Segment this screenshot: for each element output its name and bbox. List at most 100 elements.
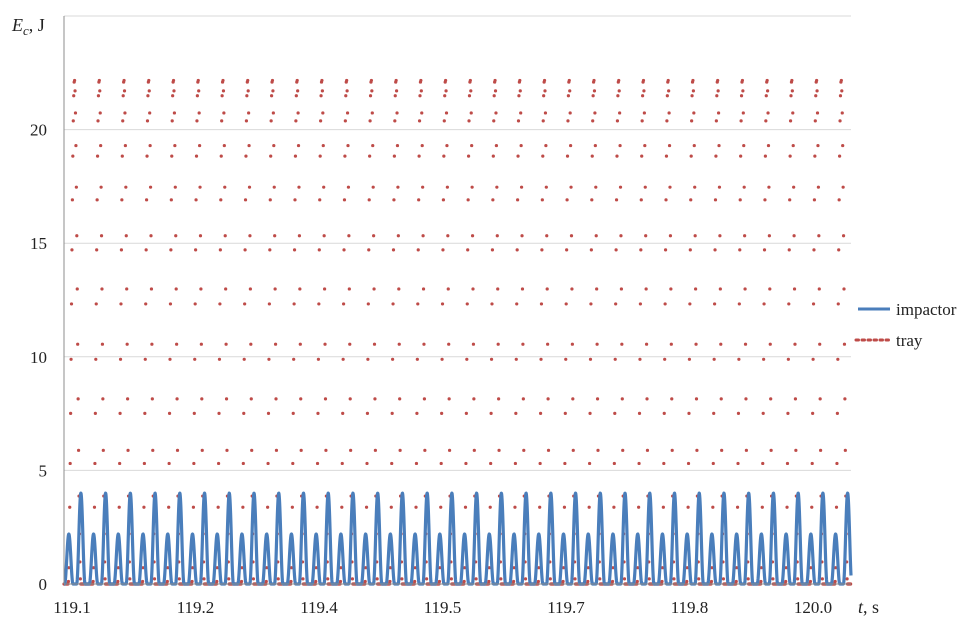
tray-point [223, 185, 227, 189]
tray-point [470, 185, 474, 189]
tray-point [635, 579, 639, 584]
tray-point [372, 287, 376, 291]
tray-point [788, 154, 792, 158]
tray-point [764, 94, 768, 98]
tray-point [339, 566, 343, 570]
tray-point [425, 577, 429, 581]
series-layer [62, 78, 853, 586]
x-tick-label: 119.7 [547, 598, 585, 617]
tray-point [202, 577, 206, 581]
tray-point [647, 577, 651, 581]
tray-point [810, 505, 814, 509]
tray-point [719, 342, 723, 346]
tray-point [320, 89, 324, 93]
tray-point [268, 248, 272, 252]
tray-point [267, 357, 271, 361]
tray-point [367, 198, 371, 202]
tray-point [738, 248, 742, 252]
tray-point [398, 448, 402, 452]
tray-point [270, 78, 275, 83]
tray-point [743, 234, 747, 238]
tray-point [440, 411, 444, 415]
tray-point [118, 461, 122, 466]
tray-point [785, 505, 789, 509]
tray-point [266, 461, 270, 466]
tray-point [421, 287, 426, 291]
tray-point [794, 448, 798, 452]
tray-point [488, 505, 492, 509]
tray-point [414, 461, 419, 466]
tray-point [276, 577, 280, 581]
tray-point [366, 357, 370, 361]
tray-point [613, 357, 617, 361]
tray-point [643, 185, 647, 189]
tray-point [466, 198, 470, 202]
tray-point [545, 234, 549, 238]
tray-point [792, 185, 796, 189]
tray-point [762, 302, 766, 306]
tray-point [174, 234, 178, 238]
tray-point [166, 566, 170, 570]
tray-point [215, 579, 219, 584]
y-tick-label: 10 [30, 348, 47, 367]
tray-point [759, 579, 763, 584]
tray-point [664, 198, 668, 202]
tray-point [173, 143, 177, 148]
tray-point [248, 287, 252, 291]
tray-point [642, 111, 646, 115]
tray-point [762, 357, 766, 361]
tray-point [518, 78, 522, 83]
tray-point [474, 577, 478, 581]
series-impactor [62, 491, 853, 586]
tray-point [317, 248, 321, 252]
tray-point [660, 579, 664, 584]
tray-point [244, 154, 248, 158]
tray-point [469, 89, 473, 93]
tray-point [225, 448, 229, 452]
tray-point [641, 78, 646, 83]
tray-point [571, 448, 575, 452]
tray-point [243, 302, 247, 306]
tray-point [611, 566, 615, 570]
tray-point [148, 185, 153, 189]
tray-point [596, 448, 600, 452]
tray-point [546, 397, 550, 401]
tray-point [190, 579, 194, 584]
tray-point [73, 111, 78, 115]
tray-point [395, 111, 399, 115]
tray-point [815, 89, 819, 93]
tray-point [396, 185, 400, 189]
tray-point [610, 579, 615, 584]
tray-point [122, 89, 127, 93]
tray-point [764, 119, 768, 123]
tray-point [639, 198, 643, 202]
tray-point [521, 397, 525, 401]
tray-point [446, 287, 450, 291]
tray-point [118, 357, 123, 361]
tray-point [95, 198, 99, 202]
tray-point [117, 505, 121, 509]
tray-point [227, 577, 231, 581]
tray-point [371, 185, 375, 189]
tray-point [250, 448, 254, 452]
tray-point [645, 448, 650, 452]
tray-point [493, 89, 498, 93]
tray-point [660, 566, 665, 570]
tray-point [249, 397, 253, 401]
tray-point [691, 78, 695, 83]
tray-point [389, 505, 393, 509]
tray-point [492, 94, 496, 98]
tray-point [620, 342, 624, 346]
tray-point [415, 357, 419, 361]
tray-point [837, 198, 841, 202]
tray-point [614, 248, 618, 252]
tray-point [845, 577, 849, 581]
tray-point [295, 78, 299, 83]
tray-point [818, 342, 822, 346]
tray-point [292, 302, 296, 306]
tray-point [439, 461, 443, 466]
tray-point [393, 119, 397, 123]
tray-point [293, 154, 298, 158]
tray-point [621, 448, 625, 452]
tray-point [338, 579, 343, 584]
